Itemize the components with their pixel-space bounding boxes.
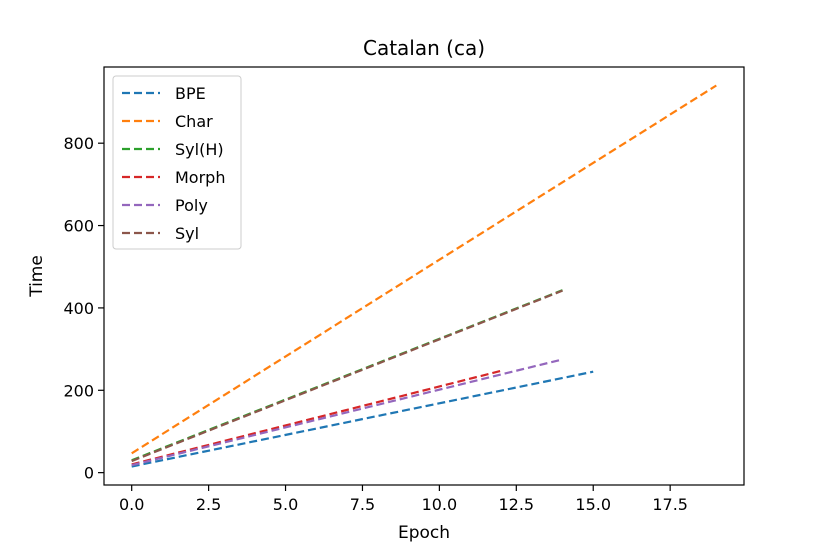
legend-label-morph: Morph — [175, 168, 225, 187]
legend-label-sylh: Syl(H) — [175, 140, 224, 159]
plot-area — [103, 66, 745, 486]
legend-frame — [112, 75, 242, 250]
x-tick-label: 2.5 — [196, 495, 221, 514]
legend-label-bpe: BPE — [175, 84, 206, 103]
y-axis: 0 200 400 600 800 — [63, 134, 104, 483]
x-tick-label: 15.0 — [575, 495, 611, 514]
x-tick-label: 12.5 — [498, 495, 534, 514]
y-tick-label: 200 — [63, 381, 94, 400]
series-line-bpe — [131, 370, 594, 468]
x-axis: 0.0 2.5 5.0 7.5 10.0 12.5 15.0 17.5 — [119, 485, 688, 514]
y-tick-label: 0 — [84, 464, 94, 483]
y-tick-label: 600 — [63, 217, 94, 236]
legend: BPE Char Syl(H) Morph Poly Syl — [112, 75, 242, 250]
legend-label-poly: Poly — [175, 196, 208, 215]
x-tick-label: 5.0 — [273, 495, 298, 514]
chart-title: Catalan (ca) — [363, 36, 485, 60]
x-axis-label: Epoch — [398, 523, 450, 543]
series-lines — [131, 84, 717, 468]
x-tick-label: 10.0 — [422, 495, 458, 514]
y-tick-label: 800 — [63, 134, 94, 153]
x-tick-label: 7.5 — [350, 495, 375, 514]
series-line-morph — [131, 369, 502, 466]
x-tick-label: 17.5 — [652, 495, 688, 514]
y-tick-label: 400 — [63, 299, 94, 318]
x-tick-label: 0.0 — [119, 495, 144, 514]
series-line-poly — [131, 358, 563, 467]
series-line-syl — [131, 289, 563, 463]
series-line-char — [131, 84, 717, 455]
legend-label-syl: Syl — [175, 224, 199, 243]
legend-label-char: Char — [175, 112, 213, 131]
y-axis-label: Time — [27, 255, 47, 298]
